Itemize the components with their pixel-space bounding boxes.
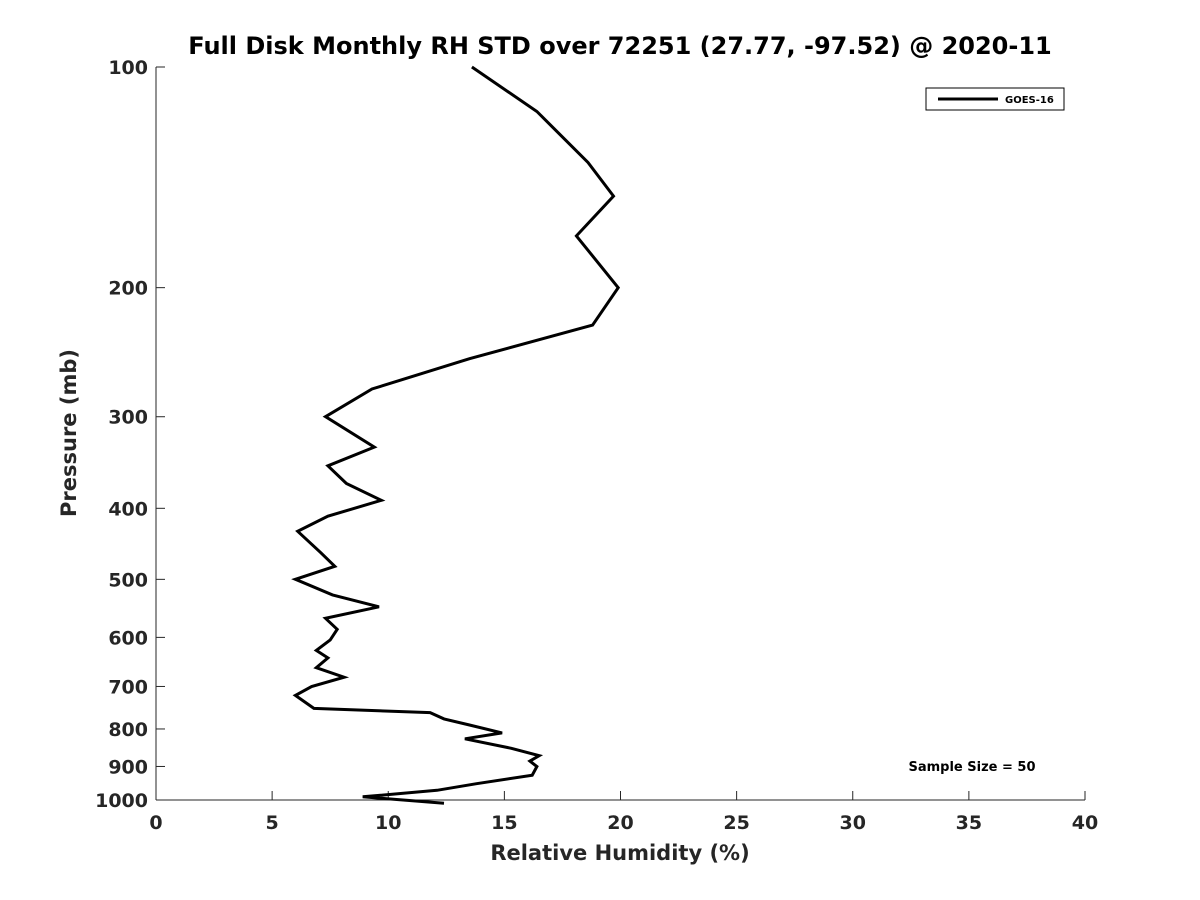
y-tick-label: 600 [108, 627, 148, 649]
sample-size-annotation: Sample Size = 50 [908, 760, 1035, 775]
y-tick-label: 1000 [95, 790, 148, 812]
series [291, 65, 621, 805]
x-tick-label: 10 [375, 812, 401, 834]
y-tick-label: 700 [108, 676, 148, 698]
y-tick-label: 800 [108, 719, 148, 741]
legend-label-goes-16: GOES-16 [1005, 95, 1054, 106]
y-tick-label: 300 [108, 407, 148, 429]
x-tick-label: 5 [266, 812, 279, 834]
y-tick-label: 500 [108, 569, 148, 591]
x-tick-label: 25 [723, 812, 749, 834]
y-tick-label: 100 [108, 57, 148, 79]
series-line-goes-16 [291, 65, 621, 805]
chart-title: Full Disk Monthly RH STD over 72251 (27.… [188, 32, 1051, 60]
x-axis-label: Relative Humidity (%) [490, 841, 749, 865]
x-tick-label: 0 [149, 812, 162, 834]
x-tick-label: 15 [491, 812, 517, 834]
ticks: 0 5 10 15 20 25 30 35 40 100 200 300 400 500 600 700 800… [95, 57, 1098, 834]
y-tick-label: 200 [108, 278, 148, 300]
x-tick-label: 35 [956, 812, 982, 834]
x-tick-label: 40 [1072, 812, 1098, 834]
legend: GOES-16 [925, 87, 1065, 111]
x-tick-label: 30 [840, 812, 866, 834]
x-tick-label: 20 [607, 812, 633, 834]
y-axis-label: Pressure (mb) [57, 349, 81, 517]
y-tick-label: 900 [108, 756, 148, 778]
y-tick-label: 400 [108, 498, 148, 520]
